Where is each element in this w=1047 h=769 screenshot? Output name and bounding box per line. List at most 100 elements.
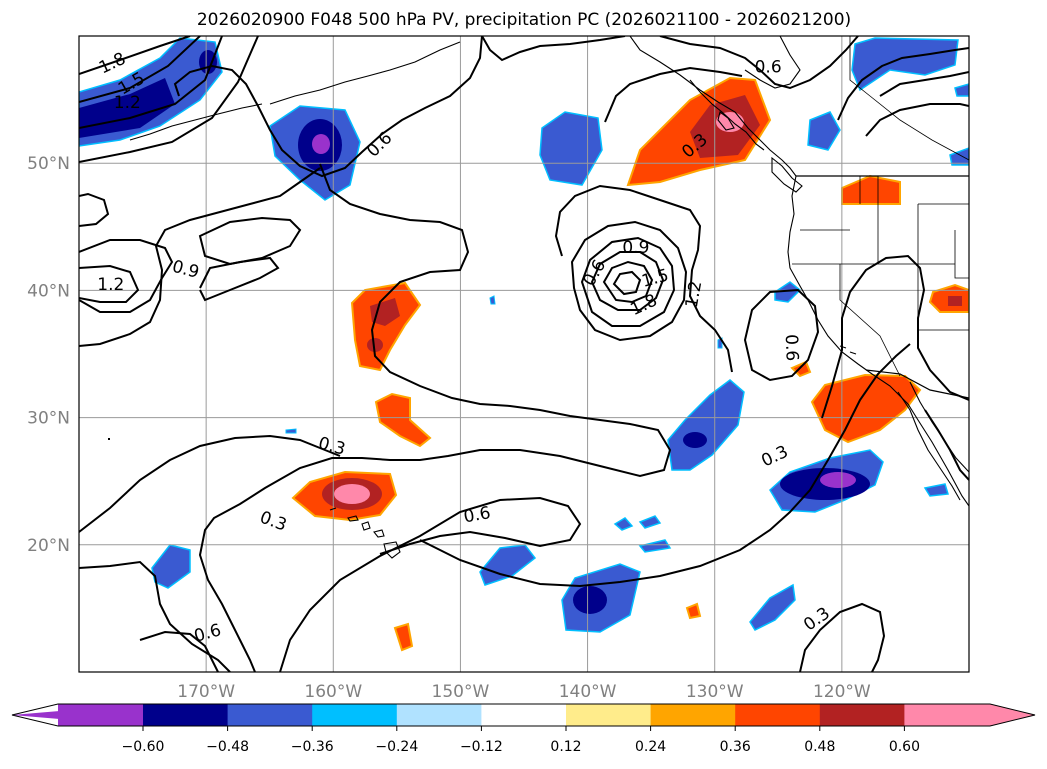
precip-negative-region (923, 483, 949, 497)
contour-label: 0.6 (755, 58, 782, 78)
pv-contour-0.3-alaska (604, 66, 743, 123)
map-area: 1.81.51.20.60.91.20.90.6 1.51.8 1.20.30.60… (79, 36, 969, 672)
pv-contour-0.9-nw (79, 36, 259, 163)
pv-contour-0.3-south (79, 434, 341, 533)
colorbar-segment (143, 704, 229, 726)
pv-contour-0.3-sw (821, 254, 969, 419)
precip-negative-region (949, 147, 969, 166)
precip-negative-region (807, 111, 841, 151)
pv-contour-0.9-ring (570, 220, 688, 342)
contour-label-text: 0.6 (755, 58, 782, 78)
colorbar: −0.60 −0.48 −0.36 −0.24 −0.12 0.12 0.24 0.36 0.4… (11, 703, 1036, 755)
pv-contour-0.3-loop (198, 163, 672, 672)
precip-negative-region (489, 295, 496, 305)
precip-negative-core (683, 432, 707, 448)
pv-contour-0.6-pacific (554, 184, 733, 373)
pv-contour-1.2-west (79, 264, 140, 303)
contour-label: 0.9 (622, 238, 649, 258)
precip-negative-region (774, 281, 802, 303)
colorbar-segment (566, 704, 652, 726)
map-frame (78, 35, 970, 673)
pv-contours (79, 36, 969, 672)
colorbar-tick-label: 0.48 (804, 739, 835, 755)
contour-label-text: 0.6 (781, 334, 802, 362)
contour-label-text: 1.2 (682, 279, 706, 309)
colorbar-segment (904, 704, 990, 726)
latitude-tick-label: 20°N (27, 536, 70, 556)
contour-label: 0.6 (781, 334, 802, 362)
aleutian-islands (129, 103, 263, 141)
contour-label: 1.2 (682, 279, 706, 309)
longitude-tick-label: 130°W (686, 682, 744, 702)
pv-contour-1.5-nw (79, 36, 201, 103)
pv-contour-1.8-nw (79, 36, 191, 75)
colorbar-segment (396, 704, 482, 726)
colorbar-tick-label: 0.36 (720, 739, 751, 755)
vancouver-island-coast (771, 156, 803, 193)
pv-contour-0.6-nw (173, 36, 483, 178)
precip-negative-core (573, 586, 607, 614)
precip-negative-region (539, 111, 603, 186)
colorbar-segment (819, 704, 905, 726)
gridlines (79, 36, 969, 672)
pv-contour-0.3-gulf-ca (924, 409, 969, 481)
contour-label-text: 1.2 (97, 275, 124, 295)
colorbar-tick-label: −0.48 (206, 739, 249, 755)
colorbar-outline (11, 703, 1036, 727)
colorbar-segment (990, 704, 1035, 726)
latitude-tick-label: 30°N (27, 409, 70, 429)
haida-gwaii-coast (717, 111, 735, 131)
precip-negative-region (749, 583, 796, 631)
precip-strong-negative-core (820, 472, 856, 488)
us-mexico-border (865, 369, 969, 399)
pv-contour-0.6-sw (139, 630, 219, 672)
axis-labels: 170°W 160°W 150°W 140°W 130°W 120°W 50°N 40°N 30… (27, 154, 871, 702)
contour-label: 1.2 (114, 93, 141, 113)
precip-negative-region (479, 544, 537, 586)
pv-contour-0.6-ne (659, 36, 859, 90)
longitude-tick-label: 120°W (813, 682, 871, 702)
precip-negative-region (638, 515, 662, 529)
colorbar-segment (58, 704, 143, 726)
contour-label-text: 0.6 (462, 503, 492, 527)
longitude-tick-label: 150°W (432, 682, 490, 702)
precip-negative-region (954, 83, 969, 97)
pv-contour-0.6-central (199, 256, 280, 302)
pv-contour-0.6-coast (837, 47, 969, 121)
precip-positive-core (367, 338, 383, 352)
alaska-coast (744, 36, 801, 89)
alaska-canada-border (849, 36, 969, 161)
latitude-tick-label: 50°N (27, 154, 70, 174)
dateline-marker (108, 438, 110, 440)
precip-negative-region (851, 37, 959, 92)
colorbar-tick-label: 0.60 (889, 739, 920, 755)
pv-contour-0.6-anticyclone-inner (743, 288, 820, 382)
colorbar-tick-label: 0.12 (550, 739, 581, 755)
pv-contour-1.8-ring (602, 260, 654, 304)
pv-contour-0.9-west (79, 239, 174, 313)
pv-contour-1.2-ring (580, 236, 676, 327)
colorbar-tick-label: 0.24 (635, 739, 666, 755)
longitude-tick-label: 140°W (559, 682, 617, 702)
pv-contour-0.3-se (799, 602, 886, 672)
precip-negative-region (613, 517, 634, 531)
colorbar-tick-label: −0.60 (122, 739, 165, 755)
pv-contour-0.3-inland (865, 103, 969, 137)
colorbar-tick-label: −0.36 (291, 739, 334, 755)
precip-positive-region (374, 392, 432, 448)
longitude-tick-label: 160°W (304, 682, 362, 702)
pv-contour-1.5-ring (590, 251, 665, 311)
alaska-peninsula-coast (269, 41, 461, 105)
pv-contour-0.3-canada (879, 71, 969, 97)
colorbar-tick-label: −0.24 (375, 739, 418, 755)
colorbar-segment (735, 704, 821, 726)
colorbar-segment (312, 704, 398, 726)
map-title: 2026020900 F048 500 hPa PV, precipitatio… (197, 10, 851, 30)
pv-contour-0.6-trough (279, 496, 582, 672)
north-america-coast (629, 36, 969, 507)
precip-positive-region (810, 373, 922, 444)
contour-label-text: 1.2 (114, 93, 141, 113)
pv-contour-0.3-east (419, 343, 911, 588)
